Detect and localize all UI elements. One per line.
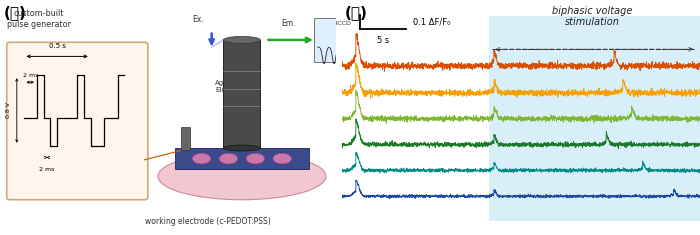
Text: 2 ms: 2 ms xyxy=(22,73,38,78)
Ellipse shape xyxy=(246,153,265,164)
Ellipse shape xyxy=(219,153,238,164)
Polygon shape xyxy=(223,40,260,148)
Text: (나): (나) xyxy=(345,5,368,20)
Text: working electrode (c-PEDOT:PSS): working electrode (c-PEDOT:PSS) xyxy=(146,217,271,226)
Bar xyxy=(181,127,190,150)
Text: 0.5 s: 0.5 s xyxy=(48,43,66,49)
Ellipse shape xyxy=(158,153,326,200)
Text: Em.: Em. xyxy=(281,19,296,28)
Text: 0.8 V: 0.8 V xyxy=(6,102,11,118)
Text: 5 s: 5 s xyxy=(377,36,389,45)
Text: 20×/ NA 1.2 w: 20×/ NA 1.2 w xyxy=(226,94,258,98)
Text: Ex.: Ex. xyxy=(193,15,204,24)
Ellipse shape xyxy=(223,36,260,43)
Text: (가): (가) xyxy=(4,5,26,20)
Ellipse shape xyxy=(223,145,260,151)
Bar xyxy=(489,16,700,221)
Text: Ag/AgCl
Electrode: Ag/AgCl Electrode xyxy=(215,80,248,94)
Text: biphasic voltage
stimulation: biphasic voltage stimulation xyxy=(552,6,633,27)
Text: EMCCD: EMCCD xyxy=(328,21,351,26)
Text: 0.1 ΔF/F₀: 0.1 ΔF/F₀ xyxy=(413,18,451,27)
Text: 2 ms: 2 ms xyxy=(39,167,55,172)
FancyBboxPatch shape xyxy=(314,18,365,62)
Text: custom-built
pulse generator: custom-built pulse generator xyxy=(6,9,71,29)
Polygon shape xyxy=(175,148,309,169)
FancyBboxPatch shape xyxy=(7,42,148,200)
Ellipse shape xyxy=(273,153,291,164)
Ellipse shape xyxy=(193,153,211,164)
